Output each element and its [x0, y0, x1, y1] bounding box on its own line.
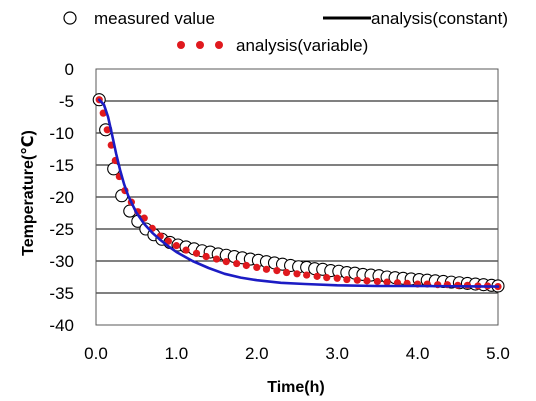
point-analysis-variable: [242, 261, 250, 270]
point-analysis-variable: [233, 259, 241, 268]
legend-marker-measured: [63, 11, 77, 25]
y-axis-title: Temperature(℃): [20, 130, 37, 256]
y-tick-label: -20: [49, 188, 74, 207]
point-analysis-variable: [182, 246, 190, 254]
point-analysis-variable: [383, 278, 391, 286]
x-tick-label: 1.0: [165, 344, 189, 363]
point-analysis-variable: [103, 126, 111, 134]
legend-marker-variable-2: [196, 41, 204, 49]
series-layer: [92, 93, 505, 293]
y-tick-label: -5: [59, 92, 74, 111]
plot-area-frame: [95, 68, 499, 326]
point-analysis-variable: [353, 276, 361, 284]
point-analysis-variable: [373, 277, 381, 286]
x-tick-label: 5.0: [486, 344, 510, 363]
point-analysis-variable: [303, 271, 311, 279]
legend-label-measured: measured value: [94, 9, 215, 28]
point-analysis-variable: [172, 242, 180, 250]
x-tick-label: 2.0: [245, 344, 269, 363]
point-analysis-variable: [262, 265, 271, 273]
x-tick-label: 0.0: [84, 344, 108, 363]
x-tick-label: 3.0: [325, 344, 349, 363]
y-tick-label: 0: [65, 60, 74, 79]
point-analysis-variable: [253, 263, 261, 271]
point-analysis-variable: [273, 267, 281, 275]
x-axis-ticks: 0.0 1.0 2.0 3.0 4.0 5.0: [84, 344, 510, 363]
point-analysis-variable: [313, 272, 321, 280]
y-tick-label: -10: [49, 124, 74, 143]
legend-marker-variable-3: [215, 41, 223, 49]
x-axis-title: Time(h): [267, 379, 324, 396]
y-axis-ticks: 0 -5 -10 -15 -20 -25 -30 -35 -40: [49, 60, 74, 335]
legend-label-variable: analysis(variable): [236, 36, 368, 55]
point-analysis-variable: [222, 258, 230, 266]
y-tick-label: -40: [49, 316, 74, 335]
point-analysis-variable: [343, 275, 351, 284]
legend-marker-variable-1: [177, 41, 185, 49]
y-tick-label: -35: [49, 284, 74, 303]
legend: measured value analysis(constant) analys…: [63, 9, 508, 55]
point-analysis-variable: [363, 277, 371, 285]
point-analysis-variable: [202, 252, 210, 261]
x-tick-label: 4.0: [406, 344, 430, 363]
y-tick-label: -30: [49, 252, 74, 271]
point-analysis-variable: [393, 279, 402, 287]
y-tick-label: -25: [49, 220, 74, 239]
point-analysis-variable: [282, 268, 291, 277]
point-analysis-variable: [164, 237, 172, 245]
point-analysis-variable: [213, 255, 221, 263]
point-analysis-variable: [323, 274, 331, 282]
series-line-analysis-constant: [97, 98, 500, 288]
legend-label-constant: analysis(constant): [371, 9, 508, 28]
y-tick-label: -15: [49, 156, 74, 175]
point-analysis-variable: [333, 274, 341, 282]
point-analysis-variable: [192, 249, 201, 257]
point-analysis-variable: [293, 270, 301, 278]
